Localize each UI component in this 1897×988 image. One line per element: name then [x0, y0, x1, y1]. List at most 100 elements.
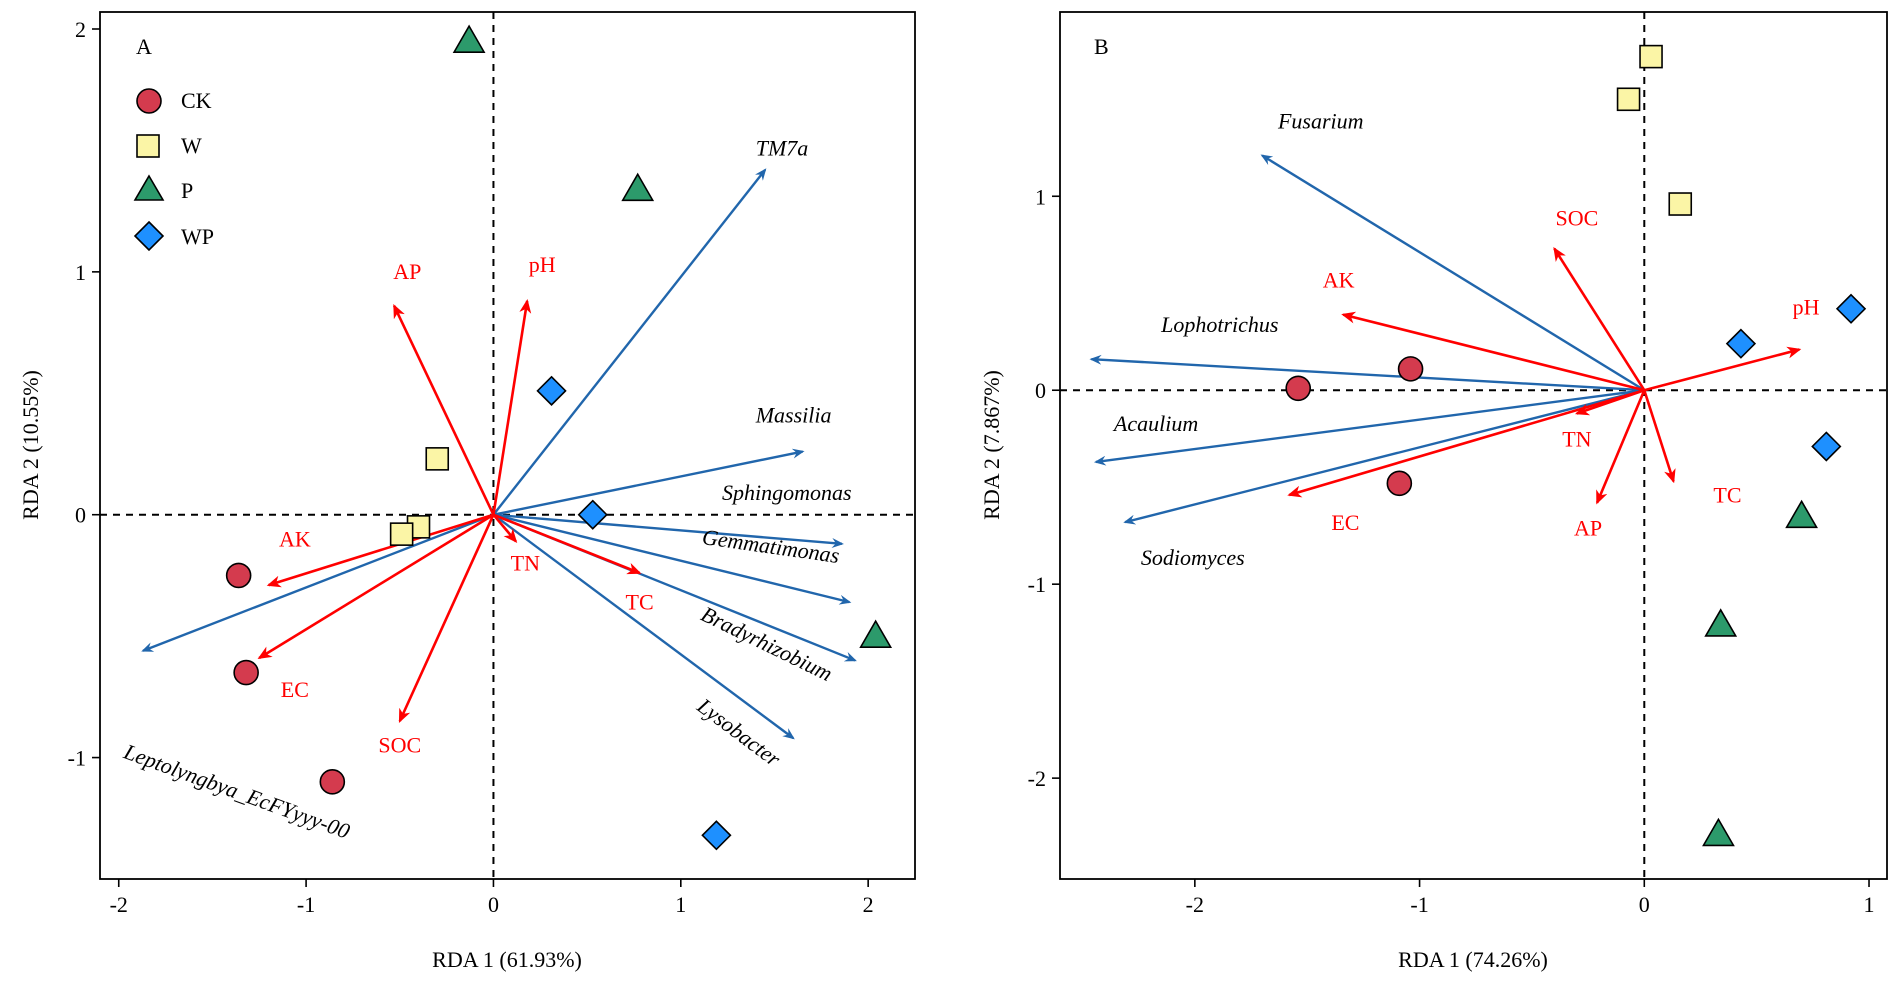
panel-b-env-label-soc: SOC — [1555, 205, 1598, 230]
panel-a-y-tick-label: -1 — [68, 746, 86, 771]
panel-b-species-label-lophotrichus: Lophotrichus — [1160, 312, 1278, 337]
legend-p-marker — [133, 174, 165, 201]
panel-b-x-tick-label: -1 — [1410, 892, 1428, 917]
panel-b-y-tick-label: 0 — [1035, 378, 1046, 403]
panel-a-env-label-ak: AK — [279, 526, 311, 551]
panel-a-species-arrow-lysobacter — [492, 513, 795, 740]
panel-a-sample-point-w — [425, 447, 450, 471]
panel-a-sample-point-wp — [701, 820, 732, 851]
legend-p-label: P — [181, 178, 193, 203]
panel-b-env-arrow-ec — [1287, 388, 1645, 498]
panel-a-env-label-soc: SOC — [378, 733, 421, 758]
panel-a-env-label-ec: EC — [281, 677, 309, 702]
panel-b-sample-point-wp — [1835, 293, 1867, 324]
panel-a-env-arrow-tc — [492, 513, 642, 575]
panel-a: -2 -1 0 1 2 -1 0 1 2 TM7a Massilia Sphingomonas Gemm… — [18, 11, 916, 972]
panel-a-env-label-tn: TN — [511, 551, 540, 576]
panel-b-sample-point-p — [1704, 608, 1738, 637]
panel-b-x-tick-label: 0 — [1639, 892, 1650, 917]
panel-a-species-label-massilia: Massilia — [755, 402, 832, 427]
panel-a-x-tick-label: -2 — [110, 892, 128, 917]
panel-a-species-arrow-tm7a — [492, 168, 767, 516]
panel-a-sample-point-p — [859, 619, 893, 648]
panel-a-species-label-lysobacter: Lysobacter — [692, 692, 786, 771]
panel-a-species-arrow-gemmatimonas — [493, 513, 852, 605]
panel-a-species-label-sphingomonas: Sphingomonas — [722, 480, 852, 505]
panel-b-species-label-sodiomyces: Sodiomyces — [1141, 545, 1245, 570]
panel-b-y-tick-label: 1 — [1035, 184, 1046, 209]
legend-w-marker — [136, 134, 160, 158]
panel-b-sample-point-p — [1702, 817, 1735, 847]
panel-a-sample-point-ck — [319, 769, 346, 795]
legend: CK W P WP — [133, 88, 214, 252]
panel-b-env-arrow-ph — [1643, 346, 1802, 392]
panel-a-y-tick-label: 2 — [75, 17, 86, 42]
panel-a-env-arrow-ap — [392, 304, 495, 516]
panel-a-frame — [99, 11, 916, 880]
panel-a-env-arrow-soc — [398, 514, 495, 723]
panel-b-sample-point-ck — [1285, 375, 1312, 402]
panel-b-plot-layer: -2 -1 0 1 -2 -1 0 1 Fusarium Lophotrichus Acaulium… — [1028, 12, 1887, 917]
panel-b-letter: B — [1094, 34, 1109, 59]
panel-b-x-tick-label: 1 — [1864, 892, 1875, 917]
panel-b-species-arrow-fusarium — [1260, 154, 1645, 392]
panel-b-sample-point-p — [1785, 499, 1818, 529]
panel-b-sample-point-wp — [1725, 328, 1757, 359]
panel-a-sample-point-wp — [577, 499, 608, 530]
panel-a-env-arrow-tn — [492, 513, 518, 543]
panel-a-species-arrow-massilia — [493, 448, 805, 516]
panel-b-env-label-ap: AP — [1574, 516, 1602, 541]
panel-a-sample-point-wp — [536, 375, 567, 406]
panel-b-env-arrow-tc — [1643, 389, 1676, 484]
panel-a-x-tick-label: 1 — [675, 892, 686, 917]
panel-b-env-label-ak: AK — [1323, 267, 1355, 292]
panel-b-env-label-ec: EC — [1331, 510, 1359, 535]
panel-a-x-tick-label: 0 — [488, 892, 499, 917]
panel-b-y-axis-title: RDA 2 (7.867%) — [979, 370, 1004, 520]
panel-b-frame — [1059, 11, 1888, 880]
panel-b-x-axis-title: RDA 1 (74.26%) — [1398, 947, 1548, 972]
panel-a-sample-point-p — [452, 24, 486, 53]
panel-a-species-arrow-leptolyngbya-ecfyyyy-00 — [141, 513, 494, 652]
legend-ck-marker — [136, 88, 162, 114]
panel-a-env-label-tc: TC — [626, 589, 654, 614]
panel-a-sample-point-p — [621, 172, 655, 202]
panel-b-env-label-ph: pH — [1793, 295, 1820, 320]
panel-a-species-label-tm7a: TM7a — [756, 135, 809, 160]
panel-b-species-arrow-sodiomyces — [1123, 389, 1645, 525]
panel-b-env-arrow-ak — [1341, 311, 1645, 392]
panel-b-y-tick-label: -2 — [1028, 766, 1046, 791]
panel-b-sample-point-wp — [1811, 431, 1842, 462]
panel-a-env-arrow-ph — [492, 299, 532, 515]
panel-b-env-arrow-soc — [1553, 246, 1646, 391]
panel-b: -2 -1 0 1 -2 -1 0 1 Fusarium Lophotrichus Acaulium… — [979, 11, 1888, 972]
panel-a-species-label-gemmatimonas: Gemmatimonas — [701, 524, 841, 568]
panel-a-x-tick-label: 2 — [863, 892, 874, 917]
panel-a-sample-point-ck — [233, 659, 259, 686]
panel-a-y-tick-label: 0 — [75, 503, 86, 528]
panel-a-y-tick-label: 1 — [75, 260, 86, 285]
panel-b-sample-point-ck — [1386, 470, 1413, 497]
panel-b-species-arrow-acaulium — [1093, 389, 1645, 466]
panel-b-env-arrow-ap — [1595, 389, 1646, 505]
legend-ck-label: CK — [181, 88, 212, 113]
panel-a-sample-point-w — [389, 522, 414, 546]
panel-a-letter: A — [136, 34, 152, 59]
legend-wp-marker — [133, 220, 165, 252]
panel-b-x-tick-label: -2 — [1186, 892, 1204, 917]
panel-b-sample-point-ck — [1397, 356, 1424, 382]
panel-a-env-arrow-ec — [257, 513, 495, 660]
panel-a-env-arrow-ak — [266, 513, 494, 588]
panel-a-x-axis-title: RDA 1 (61.93%) — [432, 947, 582, 972]
panel-a-sample-point-ck — [225, 562, 252, 589]
panel-b-sample-point-w — [1616, 87, 1641, 112]
panel-a-species-arrow-sphingomonas — [493, 513, 844, 549]
panel-a-y-axis-title: RDA 2 (10.55%) — [18, 370, 43, 520]
panel-b-species-label-fusarium: Fusarium — [1277, 108, 1364, 133]
legend-w-label: W — [181, 133, 202, 158]
panel-b-y-tick-label: -1 — [1028, 572, 1046, 597]
panel-a-species-label-leptolyngbya-ecfyyyy-00: Leptolyngbya_EcFYyyy-00 — [120, 738, 353, 843]
panel-a-env-label-ap: AP — [393, 259, 421, 284]
panel-b-env-label-tn: TN — [1562, 426, 1591, 451]
